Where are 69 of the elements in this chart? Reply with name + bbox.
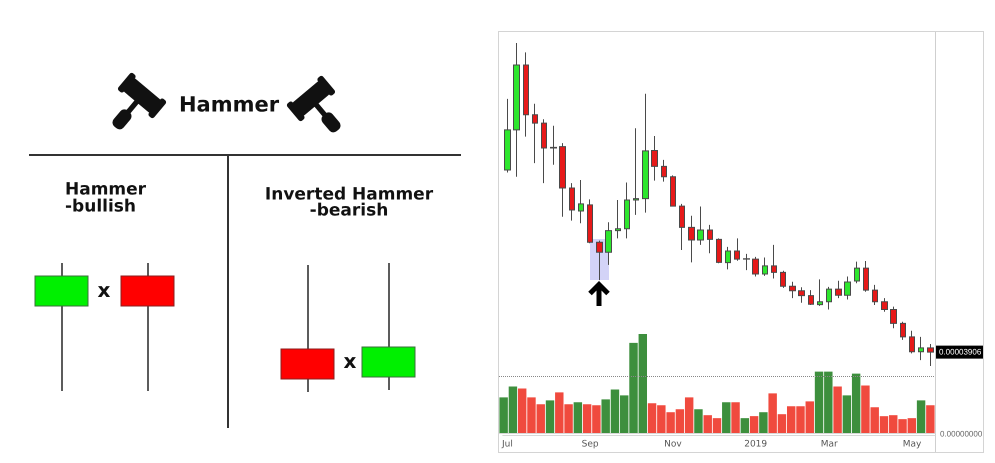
text: x bbox=[344, 349, 356, 373]
candlestick bbox=[513, 42, 520, 178]
candlestick bbox=[578, 179, 584, 224]
candlestick bbox=[559, 142, 566, 218]
candlestick bbox=[661, 159, 667, 182]
text: Hammer bbox=[178, 92, 280, 116]
candlestick bbox=[872, 284, 878, 306]
x-tick-label: Mar bbox=[820, 440, 838, 450]
candlestick bbox=[863, 260, 869, 292]
candlestick bbox=[927, 344, 934, 366]
x-tick-label: Jul bbox=[500, 440, 513, 450]
candlestick bbox=[707, 224, 713, 254]
bar bbox=[759, 412, 768, 433]
candlestick bbox=[771, 244, 777, 279]
bar bbox=[722, 402, 730, 433]
candlestick bbox=[532, 103, 538, 164]
candlestick bbox=[624, 182, 630, 239]
candlestick bbox=[826, 286, 832, 310]
x-tick-label: May bbox=[902, 440, 922, 450]
candlestick bbox=[615, 199, 621, 239]
candlestick bbox=[798, 286, 805, 304]
x-tick-label: Nov bbox=[664, 440, 682, 450]
candlestick bbox=[605, 222, 612, 266]
candlestick bbox=[642, 93, 649, 214]
bar bbox=[574, 402, 582, 433]
candlestick bbox=[725, 246, 731, 270]
candlestick bbox=[789, 281, 796, 299]
candlestick bbox=[854, 261, 860, 284]
candlestick bbox=[587, 198, 593, 244]
bar bbox=[731, 402, 740, 433]
candlestick bbox=[808, 290, 814, 306]
bar bbox=[833, 386, 842, 433]
candlestick bbox=[835, 280, 842, 299]
text: 0.00003906 bbox=[939, 348, 982, 357]
bar bbox=[740, 418, 750, 433]
candlestick bbox=[679, 203, 685, 251]
candlestick bbox=[734, 238, 740, 262]
candlestick bbox=[504, 98, 511, 174]
x-tick-label: 2019 bbox=[744, 440, 768, 450]
candlestick bbox=[918, 336, 924, 361]
candlestick bbox=[780, 270, 786, 288]
candlestick bbox=[890, 306, 897, 329]
candlestick bbox=[743, 253, 750, 271]
candlestick bbox=[697, 206, 704, 246]
candlestick bbox=[762, 256, 768, 276]
candlestick bbox=[569, 182, 575, 222]
candlestick bbox=[752, 256, 759, 278]
candlestick bbox=[523, 52, 529, 138]
candlestick bbox=[881, 298, 888, 312]
bar bbox=[694, 409, 703, 433]
candlestick bbox=[900, 321, 906, 340]
candlestick bbox=[909, 330, 915, 354]
candlestick bbox=[550, 125, 557, 166]
candlestick bbox=[651, 136, 658, 182]
candlestick bbox=[670, 174, 676, 207]
text: 0.00000000 bbox=[940, 430, 983, 438]
x-tick-label: Sep bbox=[582, 440, 599, 450]
candlestick bbox=[817, 278, 823, 306]
bar bbox=[750, 416, 758, 433]
candlestick bbox=[716, 238, 722, 264]
bar bbox=[916, 400, 926, 433]
bar bbox=[926, 405, 935, 433]
candlestick bbox=[688, 215, 695, 263]
candlestick bbox=[541, 118, 547, 184]
candlestick bbox=[596, 240, 603, 281]
bar bbox=[546, 400, 554, 433]
candlestick bbox=[633, 128, 639, 216]
text: x bbox=[98, 278, 110, 302]
candlestick bbox=[844, 276, 851, 300]
